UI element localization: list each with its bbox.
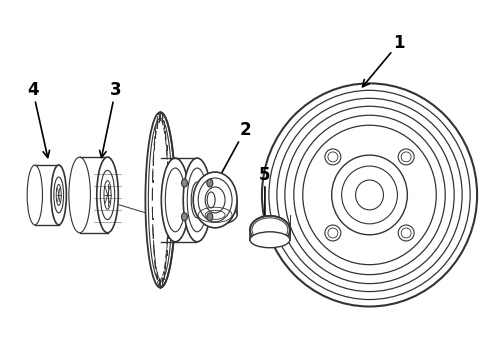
Text: 3: 3 <box>99 81 122 158</box>
Ellipse shape <box>193 172 237 228</box>
Ellipse shape <box>69 157 90 233</box>
Ellipse shape <box>207 179 213 187</box>
Ellipse shape <box>250 232 290 248</box>
Ellipse shape <box>332 155 407 235</box>
Text: 4: 4 <box>27 81 49 158</box>
Ellipse shape <box>97 157 118 233</box>
Ellipse shape <box>146 112 175 288</box>
Ellipse shape <box>51 165 66 225</box>
Text: 2: 2 <box>218 121 251 181</box>
Ellipse shape <box>183 158 211 242</box>
Ellipse shape <box>325 149 341 165</box>
Ellipse shape <box>250 216 290 244</box>
Ellipse shape <box>161 158 189 242</box>
Ellipse shape <box>262 84 477 306</box>
Ellipse shape <box>398 225 414 241</box>
Ellipse shape <box>207 213 213 221</box>
Ellipse shape <box>181 179 188 187</box>
Ellipse shape <box>193 205 237 225</box>
Ellipse shape <box>27 165 43 225</box>
Text: 1: 1 <box>363 33 405 87</box>
Ellipse shape <box>181 213 188 221</box>
Ellipse shape <box>325 225 341 241</box>
Ellipse shape <box>398 149 414 165</box>
Text: 5: 5 <box>259 166 270 223</box>
